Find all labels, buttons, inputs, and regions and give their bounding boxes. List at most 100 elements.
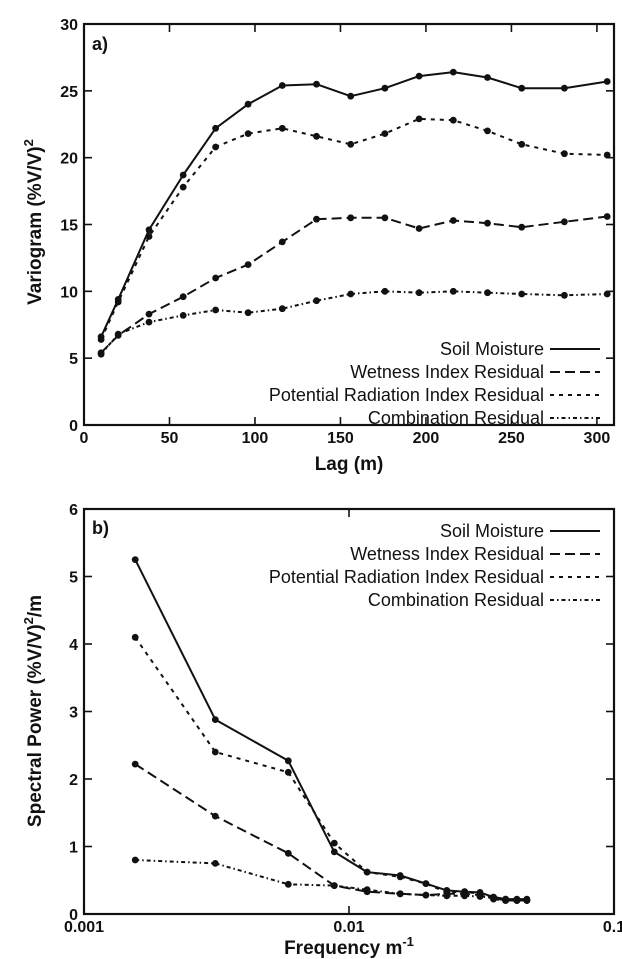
y-tick-label: 15 [60,218,78,235]
data-point-wetness-index-residual [179,293,187,301]
data-point-wetness-index-residual [347,214,355,222]
data-point-soil-moisture [330,848,338,856]
data-point-potential-radiation-index-residual [114,298,122,306]
data-point-soil-moisture [347,92,355,100]
x-tick-label: 300 [584,430,611,447]
y-tick-label: 0 [69,907,78,924]
y-tick-label: 30 [60,17,78,34]
data-point-wetness-index-residual [131,760,139,768]
data-point-soil-moisture [211,716,219,723]
data-point-soil-moisture [603,78,611,85]
y-tick-label: 0 [69,418,78,435]
x-axis-ticks: 0.001 0.01 0.1 [64,509,622,936]
data-point-soil-moisture [561,84,568,92]
data-point-wetness-index-residual [603,213,611,220]
x-tick-label: 0.1 [603,919,622,936]
data-point-combination-residual [381,287,389,295]
data-point-potential-radiation-index-residual [449,116,457,124]
data-point-potential-radiation-index-residual [422,880,430,887]
y-tick-label: 20 [60,151,78,168]
y-axis-title-text: Variogram (%V/V) [25,146,46,304]
data-point-combination-residual [313,297,320,305]
x-tick-label: 150 [327,430,354,447]
data-point-combination-residual [603,290,611,298]
legend-label: Soil Moisture [440,339,544,359]
x-axis-title-superscript: -1 [402,934,414,949]
data-point-potential-radiation-index-residual [284,768,292,776]
x-tick-label: 0.01 [333,919,364,936]
y-tick-label: 2 [69,772,78,789]
data-point-potential-radiation-index-residual [97,336,105,343]
variogram-panel: 0 50 100 150 200 250 300 0 5 10 15 20 25 30 a) Lag (… [21,17,616,475]
legend-label: Wetness Index Residual [350,544,544,564]
data-point-combination-residual [244,309,252,317]
series-line-potential-radiation-index-residual [134,636,527,902]
series-line-wetness-index-residual [100,215,608,354]
data-point-combination-residual [518,290,526,298]
data-point-combination-residual [212,306,220,314]
legend-label: Soil Moisture [440,521,544,541]
x-axis-title: Lag (m) [315,454,384,475]
legend-label: Wetness Index Residual [350,362,544,382]
data-point-soil-moisture [518,84,526,92]
spectral-panel: 0.001 0.01 0.1 0 1 2 3 4 5 6 b) Frequency m-1 Sp… [21,502,622,959]
data-point-wetness-index-residual [244,261,252,268]
data-point-combination-residual [145,318,153,326]
data-point-wetness-index-residual [561,218,568,226]
series-line-combination-residual [135,859,527,902]
legend-label: Combination Residual [368,408,544,428]
data-point-combination-residual [561,291,568,299]
series-line-wetness-index-residual [134,763,527,902]
y-axis-title: Variogram (%V/V)2 [21,139,46,305]
data-point-potential-radiation-index-residual [603,151,611,159]
data-point-combination-residual [131,856,139,864]
data-point-soil-moisture [449,68,457,76]
y-tick-label: 5 [69,351,78,368]
legend-label: Potential Radiation Index Residual [269,567,544,587]
panel-label: a) [92,34,108,54]
data-point-potential-radiation-index-residual [179,183,187,191]
legend: Soil Moisture Wetness Index Residual Poten… [269,521,600,610]
data-point-wetness-index-residual [145,310,153,318]
y-tick-label: 4 [69,637,78,654]
data-point-potential-radiation-index-residual [396,873,404,881]
data-point-combination-residual [114,330,122,338]
data-point-combination-residual [490,894,497,902]
x-tick-label: 200 [413,430,440,447]
data-point-wetness-index-residual [381,214,389,222]
y-tick-label: 3 [69,705,78,722]
data-point-wetness-index-residual [212,274,220,282]
x-axis-title-text: Frequency m [284,938,402,959]
data-point-potential-radiation-index-residual [518,140,526,148]
legend: Soil Moisture Wetness Index Residual Poten… [269,339,600,428]
data-point-wetness-index-residual [449,217,457,224]
data-point-soil-moisture [145,226,153,234]
data-point-wetness-index-residual [284,849,292,857]
data-point-combination-residual [347,290,355,298]
y-tick-label: 1 [69,840,78,857]
data-point-soil-moisture [212,124,220,132]
data-point-potential-radiation-index-residual [484,127,491,135]
data-point-soil-moisture [284,757,292,765]
data-point-combination-residual [449,287,457,295]
x-tick-label: 100 [242,430,269,447]
y-axis-title: Spectral Power (%V/V)2/m [21,595,46,827]
x-axis-ticks: 0 50 100 150 200 250 300 [80,24,611,447]
data-point-potential-radiation-index-residual [313,132,320,140]
data-point-combination-residual [476,893,484,900]
data-point-potential-radiation-index-residual [347,140,355,148]
data-point-potential-radiation-index-residual [131,633,139,641]
data-point-potential-radiation-index-residual [145,233,153,240]
data-point-soil-moisture [484,74,491,81]
data-point-combination-residual [211,860,219,867]
data-point-potential-radiation-index-residual [244,130,252,138]
panel-label: b) [92,518,109,538]
data-point-wetness-index-residual [313,215,320,223]
data-point-potential-radiation-index-residual [211,748,219,756]
y-axis-title-superscript: 2 [21,617,36,624]
data-point-combination-residual [422,891,430,899]
data-point-combination-residual [513,897,521,904]
data-point-combination-residual [363,886,371,894]
data-point-combination-residual [396,890,404,898]
y-tick-label: 10 [60,284,78,301]
